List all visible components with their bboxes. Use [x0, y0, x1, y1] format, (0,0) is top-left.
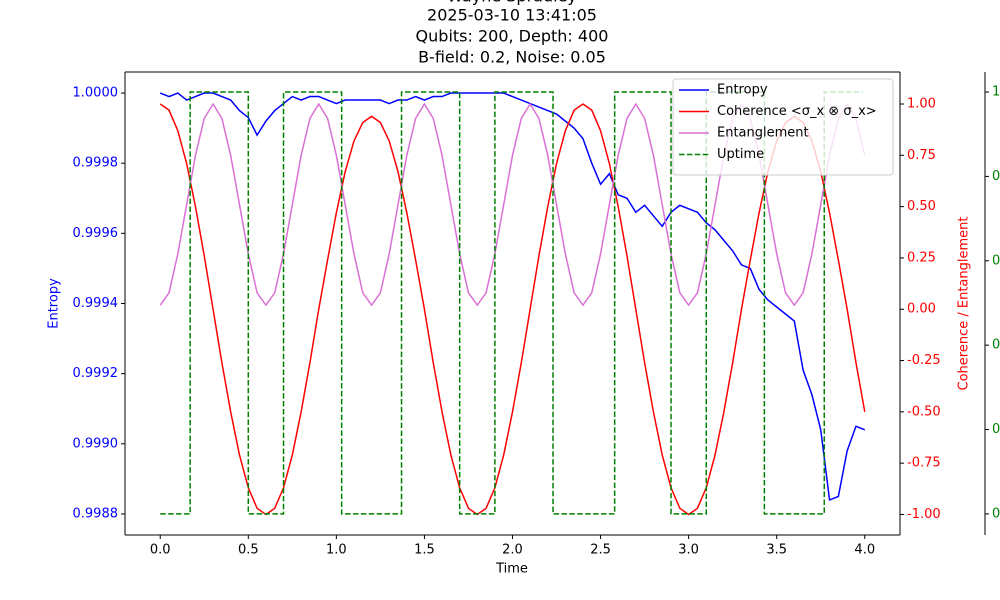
x-tick-label: 0.5 [238, 543, 259, 558]
legend-label: Coherence <σ_x ⊗ σ_x> [717, 104, 877, 119]
y3-tick-label: 1.0 [992, 85, 1000, 100]
x-tick-label: 4.0 [854, 543, 875, 558]
y-tick-label: 0.9994 [73, 296, 119, 311]
y2-tick-label: -1.00 [907, 507, 941, 522]
y2-tick-label: -0.50 [907, 404, 941, 419]
chart-title: Wayne Spradley [447, 0, 577, 6]
legend-label: Uptime [717, 147, 764, 162]
legend-box [672, 78, 894, 176]
y-tick-label: 0.9988 [73, 506, 119, 521]
x-tick-label: 1.5 [414, 543, 435, 558]
y-tick-label: 0.9992 [73, 366, 119, 381]
y-axis-label: Entropy [47, 278, 62, 329]
y3-tick-label: 0.4 [992, 338, 1000, 353]
y-tick-label: 0.9996 [73, 226, 119, 241]
y3-tick-label: 0.8 [992, 169, 1000, 184]
chart-title: Qubits: 200, Depth: 400 [416, 27, 609, 46]
y-tick-label: 0.9998 [73, 156, 119, 171]
x-tick-label: 0.0 [150, 543, 171, 558]
y3-tick-label: 0.6 [992, 253, 1000, 268]
x-tick-label: 1.0 [326, 543, 347, 558]
x-tick-label: 2.0 [502, 543, 523, 558]
x-tick-label: 2.5 [590, 543, 611, 558]
y2-tick-label: 1.00 [907, 97, 936, 112]
y2-tick-label: 0.75 [907, 148, 936, 163]
y2-tick-label: -0.75 [907, 456, 941, 471]
y-tick-label: 0.9990 [73, 436, 119, 451]
y2-tick-label: 0.25 [907, 250, 936, 265]
y2-axis-label: Coherence / Entanglement [957, 217, 972, 391]
y2-tick-label: 0.00 [907, 302, 936, 317]
y-tick-label: 1.0000 [73, 86, 119, 101]
y3-tick-label: 0.2 [992, 422, 1000, 437]
series-line [159, 103, 866, 516]
series-line [159, 92, 866, 501]
chart-title: 2025-03-10 13:41:05 [427, 6, 597, 25]
chart-title: B-field: 0.2, Noise: 0.05 [418, 48, 606, 67]
x-tick-label: 3.5 [766, 543, 787, 558]
x-axis-label: Time [495, 562, 528, 577]
x-tick-label: 3.0 [678, 543, 699, 558]
legend-label: Entropy [717, 83, 768, 98]
legend-label: Entanglement [717, 126, 809, 141]
y3-tick-label: 0.0 [992, 506, 1000, 521]
y2-tick-label: 0.50 [907, 199, 936, 214]
y2-tick-label: -0.25 [907, 353, 941, 368]
